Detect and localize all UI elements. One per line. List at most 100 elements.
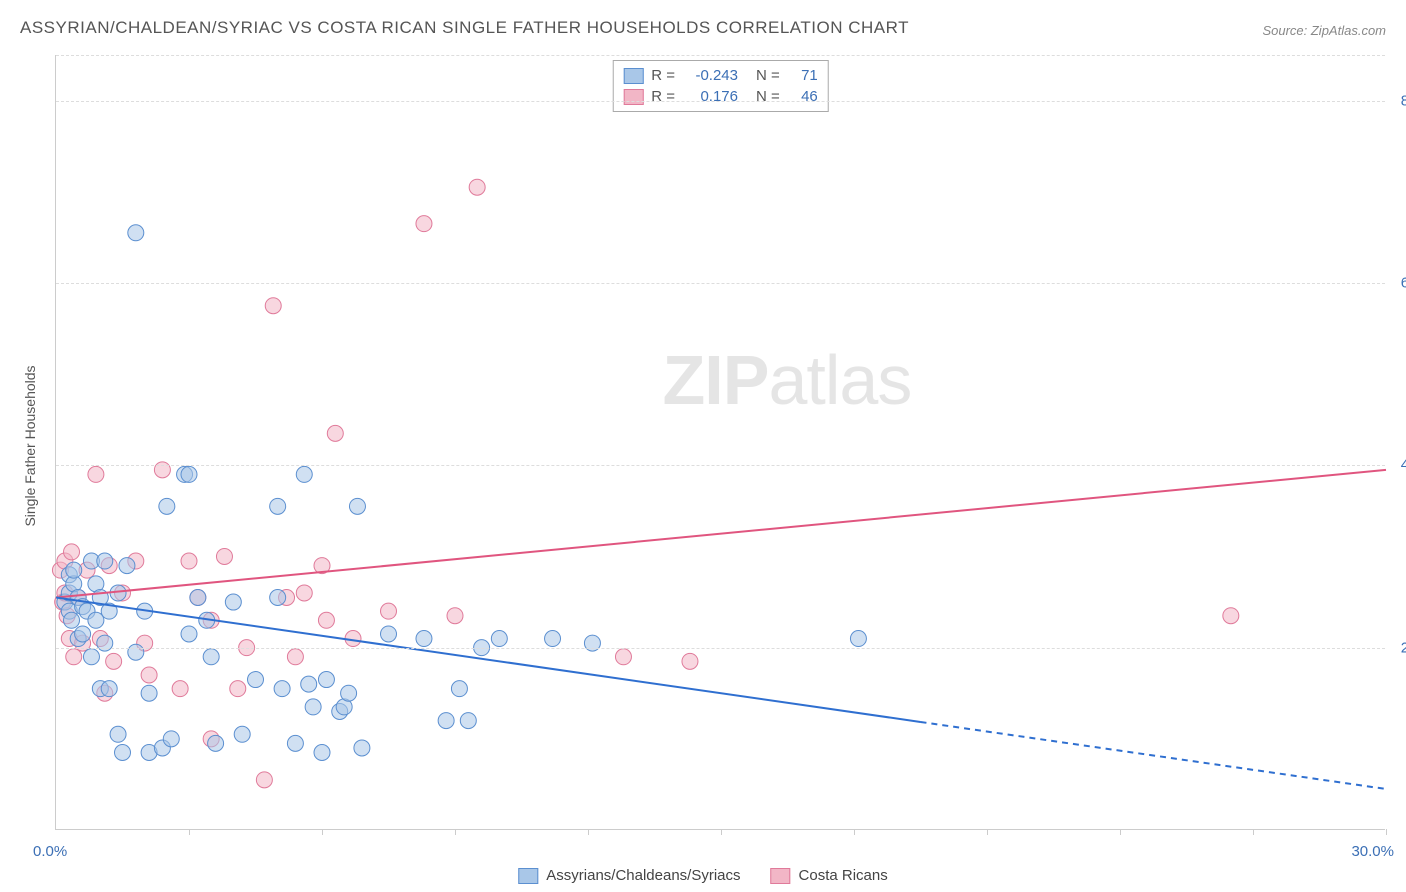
data-point xyxy=(101,681,117,697)
y-axis-label: Single Father Households xyxy=(22,365,38,526)
data-point xyxy=(234,726,250,742)
data-point xyxy=(64,544,80,560)
y-tick-label: 4.0% xyxy=(1401,457,1406,474)
y-tick-label: 6.0% xyxy=(1401,274,1406,291)
data-point xyxy=(296,466,312,482)
data-point xyxy=(97,635,113,651)
data-point xyxy=(181,466,197,482)
data-point xyxy=(615,649,631,665)
x-tick xyxy=(1386,829,1387,835)
data-point xyxy=(159,498,175,514)
r-label: R = xyxy=(651,88,675,105)
legend-item-a: Assyrians/Chaldeans/Syriacs xyxy=(518,867,740,884)
data-point xyxy=(354,740,370,756)
swatch-series-b xyxy=(771,868,791,884)
chart-title: ASSYRIAN/CHALDEAN/SYRIAC VS COSTA RICAN … xyxy=(20,18,909,38)
data-point xyxy=(287,735,303,751)
legend-row-a: R = -0.243 N = 71 xyxy=(623,65,818,86)
data-point xyxy=(115,745,131,761)
data-point xyxy=(314,745,330,761)
data-point xyxy=(349,498,365,514)
data-point xyxy=(208,735,224,751)
data-point xyxy=(341,685,357,701)
data-point xyxy=(469,179,485,195)
data-point xyxy=(327,425,343,441)
data-point xyxy=(451,681,467,697)
data-point xyxy=(181,626,197,642)
data-point xyxy=(381,626,397,642)
data-point xyxy=(190,590,206,606)
data-point xyxy=(154,462,170,478)
x-tick xyxy=(721,829,722,835)
r-value-a: -0.243 xyxy=(683,67,738,84)
data-point xyxy=(318,672,334,688)
y-tick-label: 8.0% xyxy=(1401,92,1406,109)
chart-svg xyxy=(56,55,1385,829)
y-tick-label: 2.0% xyxy=(1401,639,1406,656)
gridline xyxy=(56,101,1385,102)
data-point xyxy=(163,731,179,747)
data-point xyxy=(265,298,281,314)
data-point xyxy=(416,631,432,647)
swatch-series-b xyxy=(623,89,643,105)
data-point xyxy=(64,612,80,628)
gridline xyxy=(56,283,1385,284)
legend-row-b: R = 0.176 N = 46 xyxy=(623,86,818,107)
data-point xyxy=(584,635,600,651)
data-point xyxy=(256,772,272,788)
n-label: N = xyxy=(756,67,780,84)
data-point xyxy=(381,603,397,619)
x-tick xyxy=(987,829,988,835)
legend-item-b: Costa Ricans xyxy=(771,867,888,884)
legend-correlation: R = -0.243 N = 71 R = 0.176 N = 46 xyxy=(612,60,829,112)
x-tick xyxy=(1120,829,1121,835)
data-point xyxy=(230,681,246,697)
n-value-b: 46 xyxy=(788,88,818,105)
data-point xyxy=(416,216,432,232)
data-point xyxy=(141,685,157,701)
data-point xyxy=(274,681,290,697)
plot-area: ZIPatlas R = -0.243 N = 71 R = 0.176 N =… xyxy=(55,55,1385,830)
data-point xyxy=(318,612,334,628)
x-tick xyxy=(322,829,323,835)
data-point xyxy=(110,726,126,742)
data-point xyxy=(66,649,82,665)
data-point xyxy=(270,590,286,606)
x-tick xyxy=(854,829,855,835)
data-point xyxy=(128,225,144,241)
data-point xyxy=(106,653,122,669)
data-point xyxy=(491,631,507,647)
x-tick xyxy=(588,829,589,835)
r-value-b: 0.176 xyxy=(683,88,738,105)
data-point xyxy=(83,649,99,665)
data-point xyxy=(172,681,188,697)
gridline xyxy=(56,465,1385,466)
x-max-label: 30.0% xyxy=(1351,843,1394,860)
data-point xyxy=(270,498,286,514)
r-label: R = xyxy=(651,67,675,84)
data-point xyxy=(141,667,157,683)
data-point xyxy=(203,649,219,665)
data-point xyxy=(66,562,82,578)
data-point xyxy=(287,649,303,665)
data-point xyxy=(128,644,144,660)
data-point xyxy=(216,548,232,564)
data-point xyxy=(460,713,476,729)
swatch-series-a xyxy=(518,868,538,884)
data-point xyxy=(296,585,312,601)
data-point xyxy=(248,672,264,688)
legend-series: Assyrians/Chaldeans/Syriacs Costa Ricans xyxy=(518,867,887,884)
series-b-label: Costa Ricans xyxy=(799,867,888,884)
x-origin-label: 0.0% xyxy=(33,843,67,860)
data-point xyxy=(305,699,321,715)
regression-line xyxy=(56,470,1386,598)
data-point xyxy=(1223,608,1239,624)
data-point xyxy=(88,466,104,482)
data-point xyxy=(97,553,113,569)
regression-line xyxy=(56,598,921,722)
data-point xyxy=(75,626,91,642)
data-point xyxy=(181,553,197,569)
data-point xyxy=(301,676,317,692)
data-point xyxy=(850,631,866,647)
gridline xyxy=(56,55,1385,56)
